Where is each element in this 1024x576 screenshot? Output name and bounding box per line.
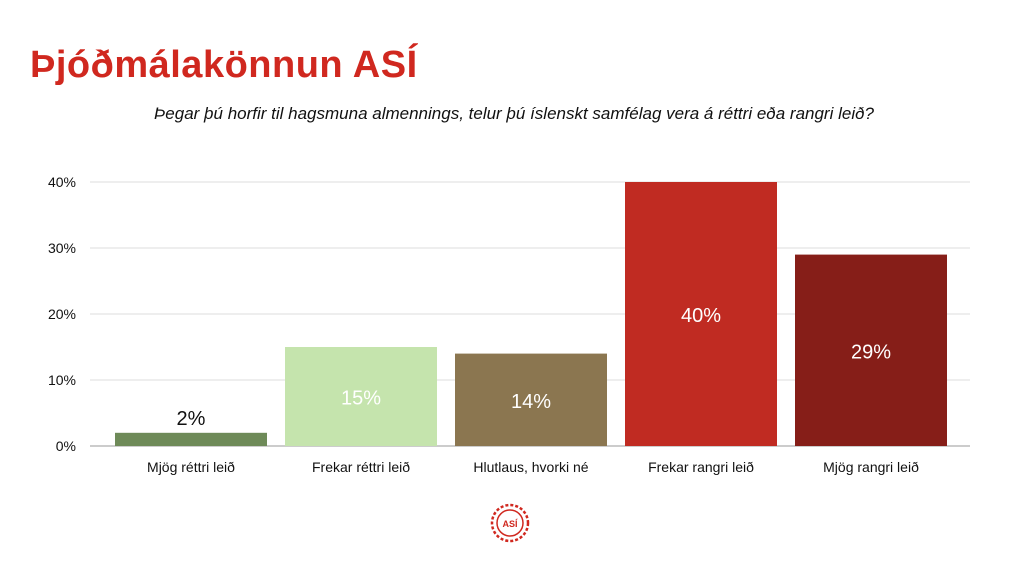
- bar: [285, 347, 437, 446]
- y-tick-label: 10%: [48, 372, 76, 388]
- asi-seal-icon: ASÍ: [490, 503, 530, 543]
- x-tick-label: Frekar réttri leið: [312, 459, 410, 475]
- data-label: 14%: [511, 391, 551, 413]
- page-title: Þjóðmálakönnun ASÍ: [30, 44, 418, 86]
- x-tick-label: Frekar rangri leið: [648, 459, 754, 475]
- y-tick-label: 40%: [48, 174, 76, 190]
- bar: [455, 353, 607, 446]
- x-tick-label: Mjög rangri leið: [823, 459, 919, 475]
- x-tick-label: Hlutlaus, hvorki né: [473, 459, 588, 475]
- bar: [625, 182, 777, 446]
- y-tick-label: 0%: [56, 438, 76, 454]
- data-label: 40%: [681, 305, 721, 327]
- y-tick-label: 30%: [48, 240, 76, 256]
- data-label: 29%: [851, 341, 891, 363]
- data-label: 15%: [341, 388, 381, 410]
- logo-text: ASÍ: [502, 519, 518, 529]
- bar: [115, 432, 267, 446]
- x-tick-label: Mjög réttri leið: [147, 459, 235, 475]
- data-label: 2%: [177, 408, 206, 430]
- chart-question: Þegar þú horfir til hagsmuna almennings,…: [153, 104, 875, 123]
- bar: [795, 254, 947, 446]
- y-tick-label: 20%: [48, 306, 76, 322]
